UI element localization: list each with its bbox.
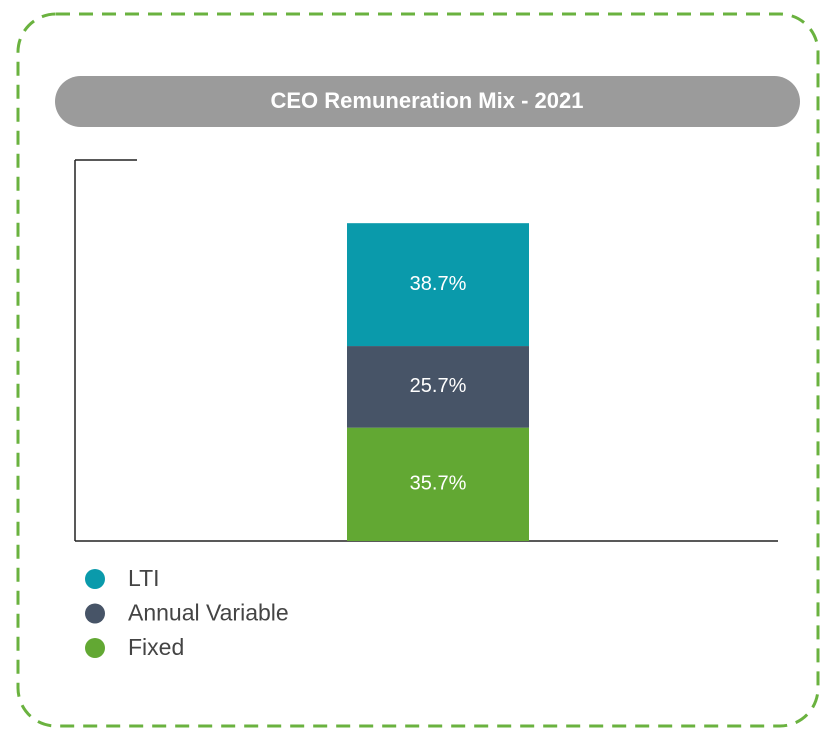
dashed-frame	[16, 12, 820, 728]
legend-label: Fixed	[128, 634, 184, 660]
data-label: 35.7%	[410, 473, 467, 495]
data-label: 38.7%	[410, 273, 467, 295]
title-pill	[55, 76, 800, 127]
bar-segment	[347, 346, 529, 428]
chart-title: CEO Remuneration Mix - 2021	[271, 88, 584, 113]
data-label: 25.7%	[410, 375, 467, 397]
legend-label: Annual Variable	[128, 600, 289, 626]
legend-marker	[85, 638, 105, 658]
legend-label: LTI	[128, 565, 160, 591]
bar-segment	[347, 223, 529, 347]
bar-segment	[347, 427, 529, 541]
legend-marker	[85, 569, 105, 589]
legend-marker	[85, 603, 105, 624]
